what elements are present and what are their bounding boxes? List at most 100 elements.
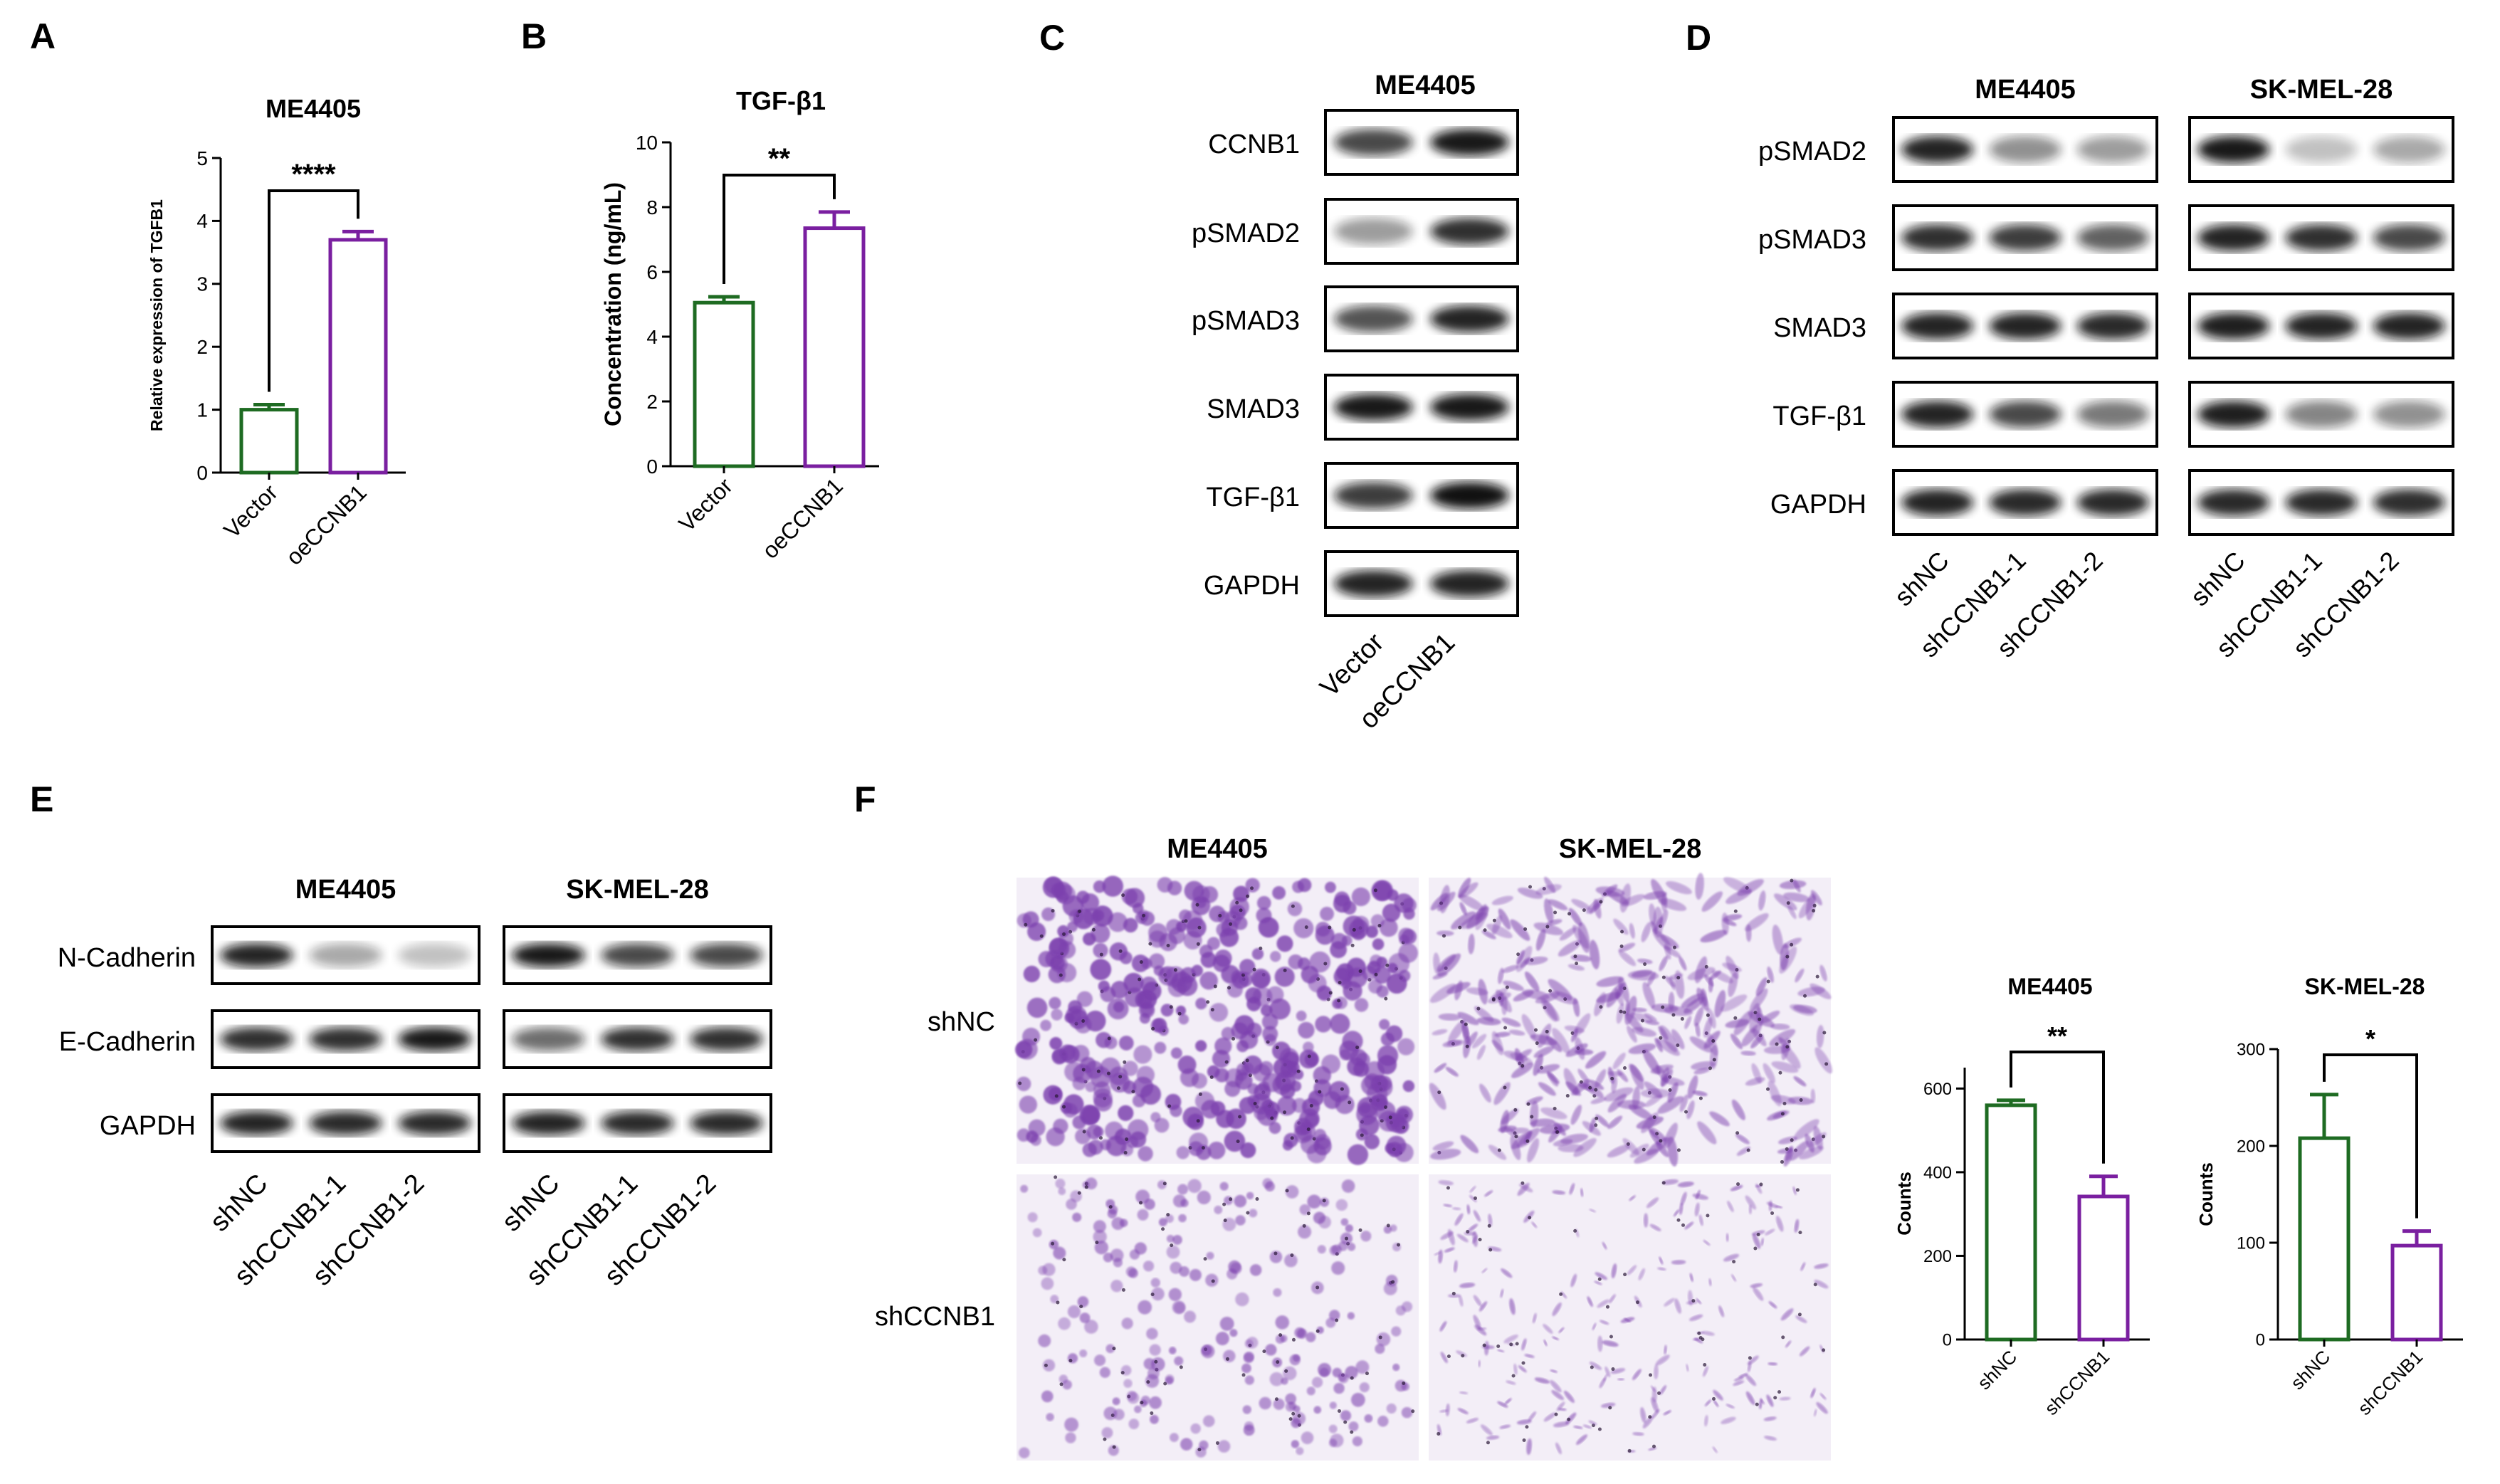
image-column-label: ME4405: [1167, 834, 1268, 864]
stained-cell: [1548, 899, 1568, 910]
stained-cell: [1026, 997, 1048, 1019]
stained-cell: [1023, 965, 1041, 983]
membrane-pore: [1315, 1285, 1320, 1290]
stained-cell: [1752, 1233, 1761, 1249]
membrane-pore: [1138, 1201, 1143, 1205]
membrane-pore: [1758, 1017, 1762, 1021]
stained-cell: [1318, 1216, 1331, 1229]
stained-cell: [1434, 1063, 1447, 1073]
stained-cell: [1085, 1081, 1096, 1093]
membrane-pore: [1322, 1199, 1326, 1203]
stained-cell: [1641, 922, 1651, 942]
stained-cell: [1438, 1013, 1461, 1021]
stained-cell: [1102, 875, 1123, 897]
y-tick-label: 4: [196, 210, 208, 232]
stained-cell: [1813, 1125, 1823, 1150]
stained-cell: [1041, 1390, 1054, 1403]
membrane-pore: [1278, 1333, 1283, 1337]
stained-cell: [1686, 1100, 1695, 1120]
stained-cell: [1703, 1239, 1711, 1246]
blot-band: [2373, 136, 2445, 163]
membrane-pore: [1184, 919, 1188, 923]
blot-strip-border: [1324, 374, 1519, 441]
blot-band: [2076, 136, 2149, 163]
stained-cell: [1568, 907, 1582, 927]
blot-band: [309, 943, 382, 967]
stained-cell: [1365, 925, 1379, 938]
stained-cell: [1629, 922, 1635, 939]
stained-cell: [1763, 1436, 1777, 1441]
membrane-pore: [1588, 1085, 1592, 1090]
stained-cell: [1206, 1251, 1214, 1260]
stained-cell: [1139, 1013, 1150, 1024]
stained-cell: [1347, 1057, 1366, 1076]
stained-cell: [1731, 1274, 1737, 1282]
stained-cell: [1296, 1447, 1304, 1456]
stained-cell: [1571, 1028, 1578, 1043]
stained-cell: [1370, 914, 1385, 928]
membrane-pore: [1464, 1022, 1468, 1026]
stained-cell: [1199, 944, 1213, 958]
image-column-label: SK-MEL-28: [1559, 834, 1702, 864]
membrane-pore: [1150, 1411, 1154, 1415]
membrane-pore: [1123, 1151, 1128, 1155]
stained-cell: [1019, 1095, 1037, 1114]
membrane-pore: [1478, 1238, 1482, 1242]
stained-cell: [1497, 1349, 1505, 1353]
blot-band: [512, 1027, 585, 1051]
stained-cell: [1521, 1014, 1536, 1039]
stained-cell: [1402, 1080, 1415, 1093]
stained-cell: [1468, 1223, 1479, 1232]
stained-cell: [1563, 1068, 1579, 1096]
significance-label: **: [768, 143, 791, 174]
stained-cell: [1293, 918, 1314, 939]
stained-cell: [1712, 1446, 1718, 1453]
stained-cell: [1692, 1337, 1701, 1341]
stained-cell: [1046, 1413, 1054, 1421]
stained-cell: [1223, 1349, 1236, 1363]
y-tick-label: 8: [646, 196, 658, 219]
stained-cell: [1700, 930, 1727, 943]
membrane-pore: [1291, 1411, 1296, 1416]
stained-cell: [1736, 1146, 1751, 1156]
stained-cell: [1057, 963, 1077, 983]
stained-cell: [1092, 909, 1105, 922]
stained-cell: [1589, 1362, 1602, 1370]
y-axis-label: Relative expression of TGFB1: [147, 199, 166, 431]
stained-cell: [1518, 1365, 1527, 1373]
membrane-pore: [1120, 1371, 1125, 1375]
membrane-pore: [1173, 968, 1177, 972]
stained-cell: [1387, 962, 1398, 974]
stained-cell: [1372, 938, 1385, 950]
stained-cell: [1524, 1354, 1535, 1358]
stained-cell: [1781, 1038, 1790, 1061]
stained-cell: [1343, 981, 1362, 1001]
stained-cell: [1661, 1179, 1679, 1185]
stained-cell: [1309, 951, 1331, 973]
stained-cell: [1251, 948, 1264, 960]
stained-cell: [1514, 1048, 1525, 1070]
blot-strip-border: [211, 925, 480, 985]
stained-cell: [1696, 1298, 1702, 1305]
blot-strip-border: [503, 1009, 772, 1069]
y-tick-label: 0: [1943, 1330, 1952, 1349]
stained-cell: [1440, 1352, 1448, 1364]
stained-cell: [1269, 998, 1291, 1020]
membrane-pore: [1337, 1409, 1341, 1413]
panel-b-bar-chart: TGF-β1 Concentration (ng/mL) 0 2 4 6 8 10 Vector…: [600, 86, 879, 564]
stained-cell: [1793, 1076, 1807, 1087]
stained-cell: [1293, 1354, 1301, 1362]
stained-cell: [1637, 958, 1653, 964]
x-tick-label: oeCCNB1: [281, 479, 372, 569]
stained-cell: [1015, 1041, 1033, 1058]
membrane-pore: [1765, 1087, 1770, 1091]
membrane-pore: [1239, 908, 1243, 912]
stained-cell: [1552, 1028, 1570, 1054]
membrane-pore: [1235, 900, 1239, 905]
stained-cell: [1546, 919, 1562, 926]
blot-row-label: N-Cadherin: [58, 943, 196, 973]
blot-band: [1989, 401, 2062, 428]
stained-cell: [1642, 1416, 1654, 1428]
stained-cell: [1321, 1054, 1341, 1074]
stained-cell: [1794, 1119, 1819, 1140]
